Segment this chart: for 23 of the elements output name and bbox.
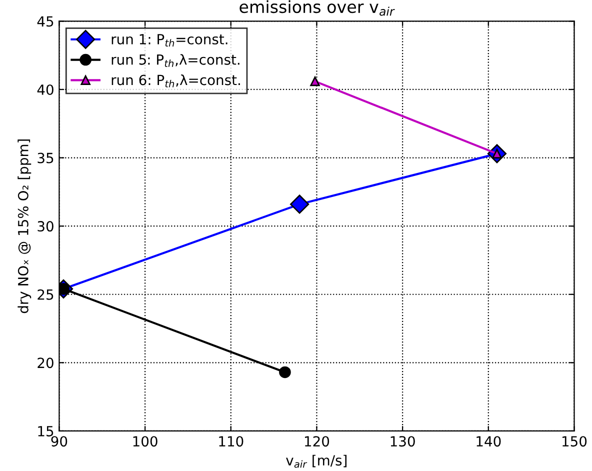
y-tick-label: 30 bbox=[38, 221, 54, 232]
point bbox=[290, 194, 310, 214]
y-tick-label: 40 bbox=[37, 84, 54, 95]
x-tick-label: 90 bbox=[51, 436, 68, 447]
y-axis-title: dry NOₓ @ 15% O₂ [ppm] bbox=[18, 139, 32, 314]
x-tick-label: 110 bbox=[219, 436, 244, 447]
x-axis-title: v$_{air}$ [m/s] bbox=[286, 454, 346, 468]
y-tick-label: 45 bbox=[37, 16, 54, 27]
chart-title: emissions over v$_{air}$ bbox=[240, 0, 395, 16]
x-tick-label: 130 bbox=[390, 436, 415, 447]
y-tick-label: 15 bbox=[38, 426, 54, 436]
legend-label: run 6: P$_{th}$,λ=const. bbox=[112, 74, 240, 88]
y-tick-label: 25 bbox=[38, 289, 54, 300]
x-tick-label: 140 bbox=[476, 436, 501, 447]
y-tick-label: 35 bbox=[38, 152, 54, 164]
legend-label: run 1: P$_{th}$=const. bbox=[112, 34, 228, 47]
x-tick-label: 100 bbox=[133, 436, 158, 447]
x-tick-label: 150 bbox=[562, 436, 587, 447]
point bbox=[279, 366, 291, 378]
legend-label: run 5: P$_{th}$,λ=const. bbox=[112, 54, 240, 67]
y-tick-label: 20 bbox=[38, 358, 54, 368]
x-tick-label: 120 bbox=[304, 436, 330, 447]
point bbox=[310, 76, 320, 86]
